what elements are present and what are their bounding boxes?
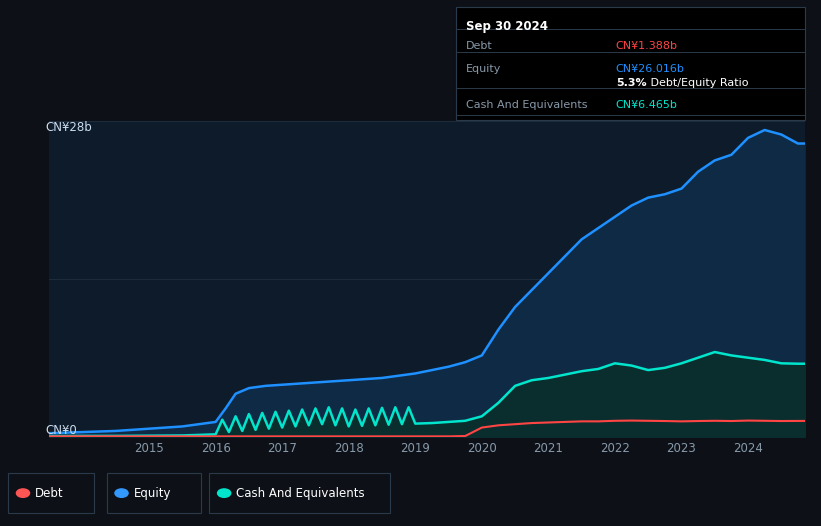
Text: CN¥0: CN¥0 — [45, 423, 77, 437]
Text: CN¥28b: CN¥28b — [45, 121, 92, 134]
Text: Cash And Equivalents: Cash And Equivalents — [466, 100, 587, 110]
Text: CN¥6.465b: CN¥6.465b — [616, 100, 677, 110]
Text: Debt/Equity Ratio: Debt/Equity Ratio — [647, 78, 749, 88]
Text: Sep 30 2024: Sep 30 2024 — [466, 20, 548, 33]
Text: Cash And Equivalents: Cash And Equivalents — [236, 487, 365, 500]
Text: Equity: Equity — [466, 64, 501, 74]
Text: 5.3%: 5.3% — [616, 78, 646, 88]
Text: CN¥1.388b: CN¥1.388b — [616, 41, 678, 51]
Text: Debt: Debt — [35, 487, 64, 500]
Text: Equity: Equity — [134, 487, 172, 500]
Text: Debt: Debt — [466, 41, 493, 51]
Text: CN¥26.016b: CN¥26.016b — [616, 64, 685, 74]
